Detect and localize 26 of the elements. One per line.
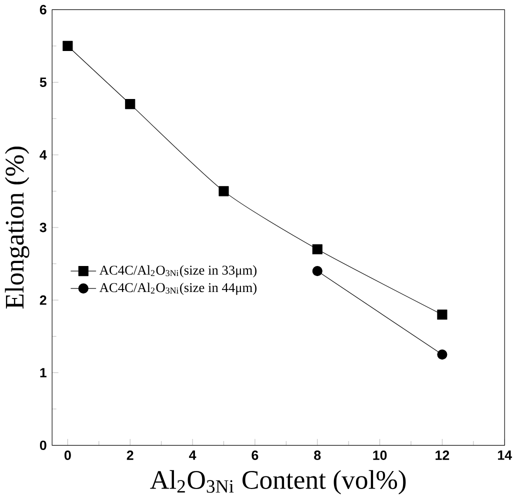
y-tick-label: 4 [40, 150, 47, 160]
y-tick-label: 2 [40, 295, 46, 305]
point [62, 40, 73, 51]
x-tick-label: 0 [64, 450, 71, 460]
x-tick-label: 2 [126, 450, 134, 460]
x-axis-title: Al$_{2}$O$_{3Ni}$ Content (vol%) [150, 470, 406, 494]
x-tick-label: 4 [189, 450, 196, 460]
legend-label: AC4C/Al$_{2}$O$_{3Ni}$(size in 33μm) [99, 265, 256, 278]
x-tick-label: 10 [373, 450, 387, 460]
legend-label: AC4C/Al$_{2}$O$_{3Ni}$(size in 44μm) [99, 282, 256, 295]
point [437, 309, 448, 320]
y-tick-label: 5 [40, 77, 46, 87]
y-tick-label: 3 [40, 222, 46, 232]
x-tick-label: 14 [498, 450, 512, 460]
y-axis-title: Elongation (%) [4, 146, 30, 309]
point [437, 349, 448, 360]
x-tick-label: 8 [314, 450, 321, 460]
y-tick-label: 1 [40, 368, 46, 378]
y-tick-label: 0 [40, 440, 46, 450]
y-tick-label: 6 [40, 4, 46, 14]
x-tick-label: 12 [436, 450, 450, 460]
point [218, 186, 229, 196]
point [125, 98, 136, 109]
point [312, 244, 322, 254]
x-tick-label: 6 [252, 450, 258, 460]
point [312, 266, 322, 276]
